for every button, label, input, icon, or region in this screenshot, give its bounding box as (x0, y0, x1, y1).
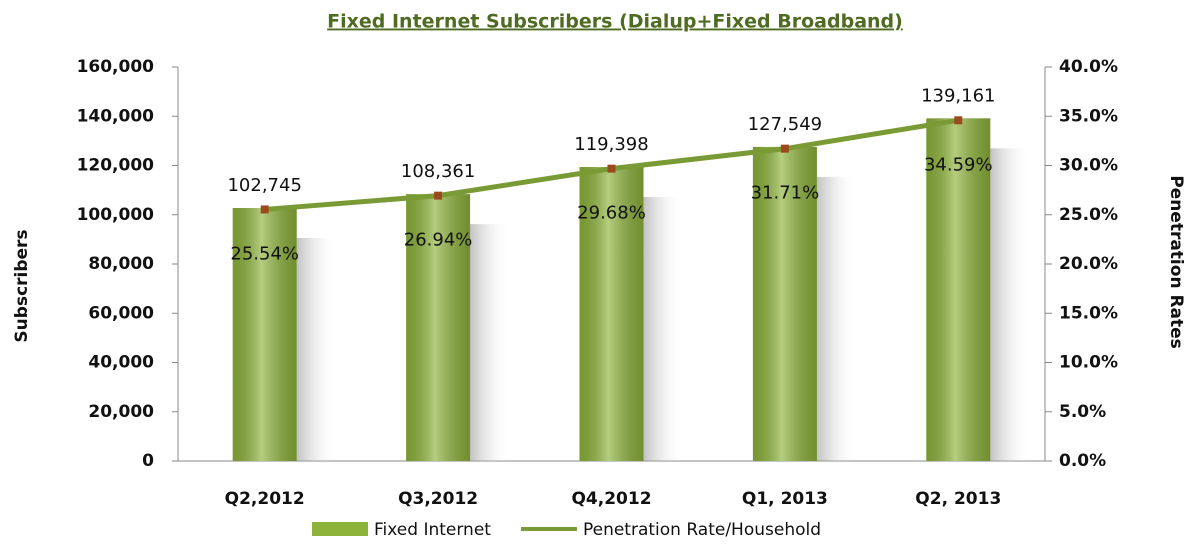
marker (954, 116, 963, 125)
y2-tick-label: 35.0% (1059, 106, 1118, 126)
x-tick-label: Q2, 2013 (915, 489, 1001, 509)
data-label: 119,398 (574, 134, 648, 155)
bar-shine (232, 207, 297, 461)
y2-axis-title: Penetration Rates (1166, 175, 1186, 349)
y-tick-label: 120,000 (77, 156, 155, 176)
legend-label: Fixed Internet (374, 520, 491, 540)
y2-tick-label: 30.0% (1059, 156, 1118, 176)
y2-tick-label: 5.0% (1059, 402, 1106, 422)
y2-tick-label: 0.0% (1059, 451, 1106, 471)
y-tick-label: 140,000 (77, 106, 155, 126)
bar-shine (752, 146, 817, 461)
x-tick-label: Q2,2012 (225, 489, 305, 509)
bar-shine (406, 194, 471, 461)
y2-tick-label: 15.0% (1059, 303, 1118, 323)
bar-shadow (643, 196, 684, 461)
data-label: 34.59% (924, 154, 993, 175)
y-tick-label: 40,000 (88, 353, 154, 373)
bar-shadow (296, 237, 337, 461)
data-label: 102,745 (227, 175, 301, 196)
y-tick-label: 80,000 (88, 254, 154, 274)
y2-tick-label: 40.0% (1059, 57, 1118, 77)
marker (780, 144, 789, 153)
y2-tick-label: 20.0% (1059, 254, 1118, 274)
bar-shadow (816, 176, 857, 461)
marker (607, 164, 616, 173)
x-tick-label: Q4,2012 (571, 489, 651, 509)
y-tick-label: 0 (142, 451, 154, 471)
data-label: 31.71% (751, 183, 820, 204)
data-label: 127,549 (748, 114, 822, 135)
legend-label: Penetration Rate/Household (583, 520, 821, 540)
legend-swatch (312, 522, 368, 536)
y2-tick-label: 10.0% (1059, 353, 1118, 373)
bar-shadow (470, 224, 511, 461)
bar-shine (926, 118, 991, 461)
y-tick-label: 20,000 (88, 402, 154, 422)
marker (260, 205, 269, 214)
y-tick-label: 60,000 (88, 303, 154, 323)
chart-title: Fixed Internet Subscribers (Dialup+Fixed… (327, 11, 903, 33)
data-label: 25.54% (230, 243, 299, 264)
data-label: 108,361 (401, 161, 475, 182)
data-label: 26.94% (404, 230, 473, 251)
y-tick-label: 100,000 (77, 205, 155, 225)
data-label: 139,161 (921, 85, 995, 106)
x-tick-label: Q1, 2013 (742, 489, 828, 509)
marker (434, 191, 443, 200)
y-tick-label: 160,000 (77, 57, 155, 77)
y-axis-title: Subscribers (12, 229, 32, 342)
bar-shadow (990, 148, 1031, 461)
x-tick-label: Q3,2012 (398, 489, 478, 509)
y2-tick-label: 25.0% (1059, 205, 1118, 225)
data-label: 29.68% (577, 203, 646, 224)
bar-shine (579, 166, 644, 461)
